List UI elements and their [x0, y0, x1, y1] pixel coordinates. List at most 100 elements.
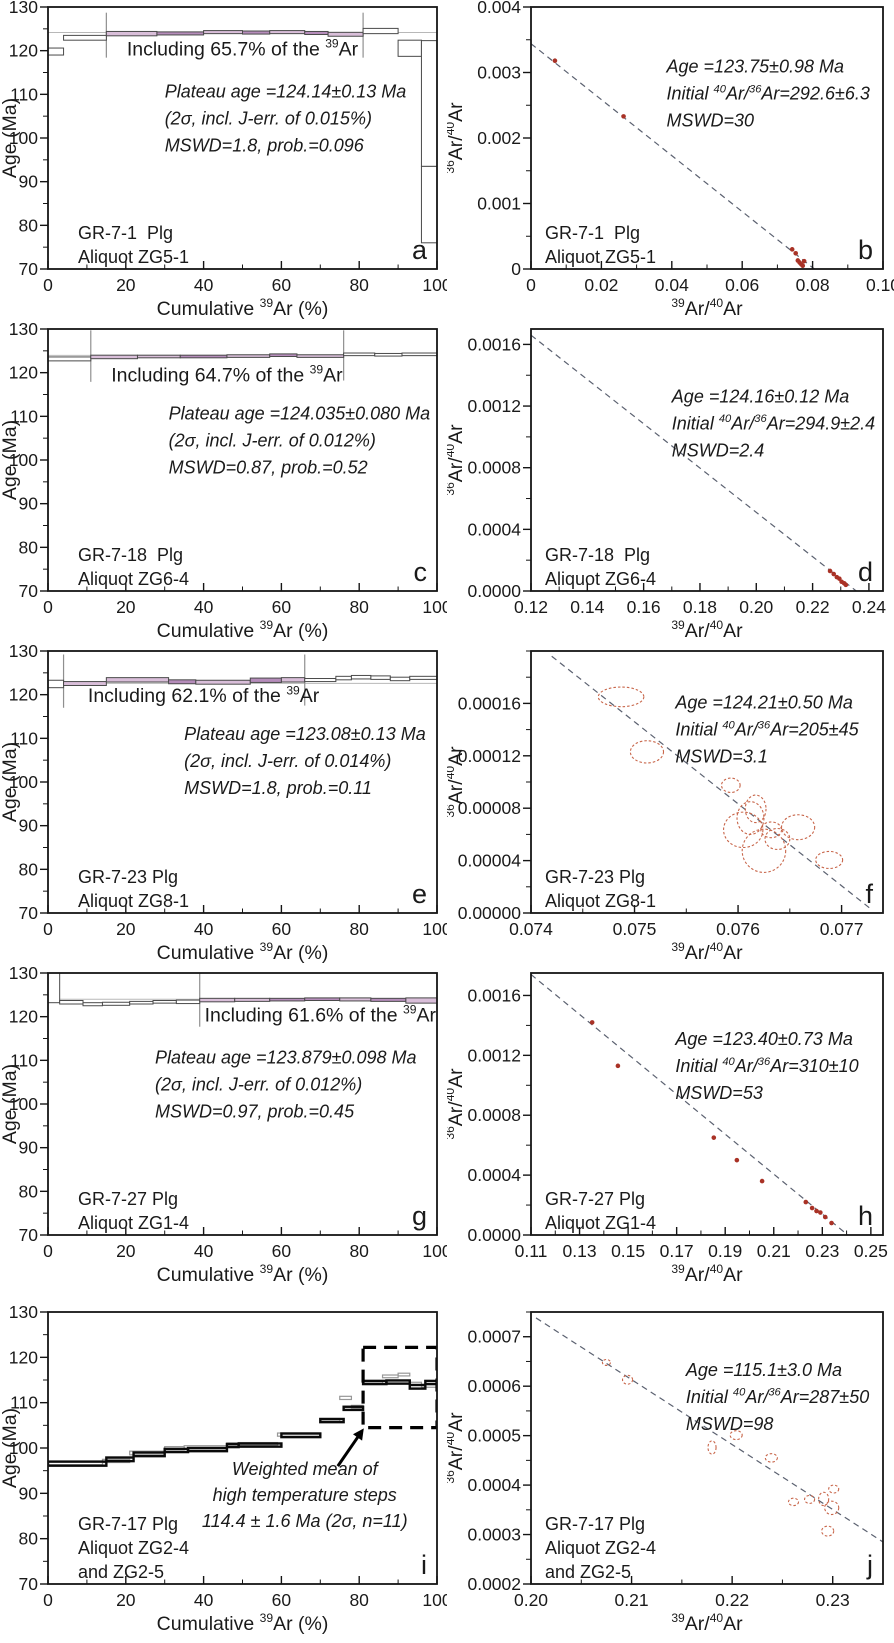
- x-axis-title: 39Ar/40Ar: [671, 1611, 743, 1635]
- y-tick-label: 80: [19, 1529, 39, 1549]
- age-step-box: [350, 674, 372, 680]
- x-tick-label: 20: [116, 275, 136, 295]
- x-tick-label: 40: [194, 919, 214, 939]
- x-tick-label: 0.23: [805, 1241, 839, 1261]
- y-axis-title: Age (Ma): [0, 1408, 21, 1488]
- x-tick-label: 20: [116, 1241, 136, 1261]
- sample-label: GR-7-27 Plg: [78, 1189, 178, 1209]
- isochron-result-text: MSWD=2.4: [672, 440, 765, 460]
- plateau-result-text: (2σ, incl. J-err. of 0.012%): [169, 430, 376, 450]
- axis-ticks: [40, 6, 438, 270]
- x-axis-title: 39Ar/40Ar: [671, 618, 743, 642]
- axis-ticks: [523, 650, 843, 914]
- including-percent-label: Including 64.7% of the 39Ar: [111, 363, 343, 387]
- y-tick-label: 0.0004: [467, 1165, 521, 1185]
- including-percent-label: Including 62.1% of the 39Ar: [88, 683, 320, 707]
- x-tick-label: 80: [349, 1241, 369, 1261]
- age-step-box: [63, 34, 107, 41]
- age-step-box: [203, 30, 244, 35]
- age-step-box-black: [48, 1460, 108, 1467]
- y-tick-label: 0.0002: [467, 1574, 521, 1594]
- y-axis-title: Age (Ma): [0, 742, 21, 822]
- y-tick-label: 100: [9, 128, 38, 148]
- panel-f-svg: 0.074 0.075 0.076 0.077 0.00000 0.00004 0.0000…: [443, 650, 884, 964]
- y-tick-label: 90: [19, 172, 39, 192]
- plot-frame: [530, 1311, 884, 1585]
- isochron-data-point: [843, 582, 849, 588]
- age-step-box: [90, 354, 138, 360]
- y-axis-title: Age (Ma): [0, 98, 21, 178]
- y-tick-label: 70: [19, 581, 39, 601]
- y-tick-label: 120: [9, 41, 38, 61]
- isochron-result-text: Age =115.1±3.0 Ma: [685, 1360, 842, 1380]
- error-ellipse: [764, 827, 791, 851]
- age-step-box-black: [105, 1456, 135, 1463]
- isochron-data-point: [734, 1157, 740, 1163]
- panel-i-svg: 0 20 40 60 80 100 70 80 90 100 110 120 130 Cumulative…: [0, 1302, 452, 1635]
- y-tick-label: 0.00008: [458, 798, 521, 818]
- age-step-box: [370, 997, 407, 1002]
- x-tick-label: 0.06: [725, 275, 759, 295]
- plateau-result-text: Plateau age =124.14±0.13 Ma: [165, 81, 407, 101]
- x-tick-label: 40: [194, 597, 214, 617]
- x-tick-label: 40: [194, 1590, 214, 1610]
- age-step-box: [327, 31, 364, 37]
- x-tick-label: 60: [272, 275, 292, 295]
- age-step-box: [409, 675, 437, 680]
- error-ellipse: [621, 1374, 634, 1385]
- age-step-box-gray: [381, 1374, 399, 1379]
- sample-label: GR-7-23 Plg: [78, 867, 178, 887]
- x-tick-label: 0.076: [716, 919, 760, 939]
- plateau-result-text: MSWD=1.8, prob.=0.096: [165, 135, 365, 155]
- isochron-result-text: Age =124.21±0.50 Ma: [674, 693, 853, 713]
- sample-label: Aliquot ZG2-4: [78, 1538, 189, 1558]
- plateau-result-text: (2σ, incl. J-err. of 0.012%): [155, 1074, 362, 1094]
- panel-g-svg: 0 20 40 60 80 100 70 80 90 100 110 120 130 Cumulative…: [0, 963, 452, 1286]
- y-tick-label: 0.001: [477, 194, 521, 214]
- panel-j-svg: 0.20 0.21 0.22 0.23 0.0002 0.0003 0.0004 0.0005…: [443, 1311, 884, 1635]
- panel-letter: h: [858, 1201, 873, 1231]
- x-tick-label: 80: [349, 597, 369, 617]
- panel-e-data-layer: [48, 654, 437, 708]
- sample-label: GR-7-17 Plg: [545, 1514, 645, 1534]
- error-ellipse: [824, 1500, 840, 1516]
- panel-h-svg: 0.11 0.13 0.15 0.17 0.19 0.21 0.23 0.25 0.0000 0.…: [443, 972, 888, 1286]
- high-temperature-steps-box: [361, 1345, 437, 1430]
- x-tick-label: 60: [272, 1241, 292, 1261]
- x-axis-title: Cumulative 39Ar (%): [157, 1262, 329, 1286]
- y-tick-label: 130: [9, 1302, 38, 1322]
- panel-a-age-spectrum: 0 20 40 60 80 100 70 80 90 100 110 120 130 Cumulative…: [0, 0, 452, 322]
- y-tick-label: 0.00004: [458, 851, 522, 871]
- age-step-box: [242, 30, 271, 35]
- error-ellipse: [744, 794, 767, 824]
- y-tick-label: 0: [511, 259, 521, 279]
- age-step-box: [339, 997, 372, 1002]
- axis-ticks: [523, 1311, 884, 1585]
- isochron-data-point: [759, 1178, 765, 1184]
- y-axis-title: Age (Ma): [0, 1064, 21, 1144]
- age-step-box-black: [319, 1417, 345, 1424]
- isochron-result-text: MSWD=98: [686, 1414, 774, 1434]
- y-tick-label: 0.0016: [467, 985, 521, 1005]
- x-axis-title: Cumulative 39Ar (%): [157, 1611, 329, 1635]
- isochron-data-point: [814, 1208, 819, 1214]
- sample-label: GR-7-27 Plg: [545, 1189, 645, 1209]
- y-tick-label: 0.0012: [467, 1045, 521, 1065]
- panel-e-svg: 0 20 40 60 80 100 70 80 90 100 110 120 130 Cumulative…: [0, 641, 452, 964]
- y-tick-label: 80: [19, 215, 39, 235]
- panel-i-data-layer: [48, 1345, 437, 1467]
- plateau-result-text: MSWD=0.97, prob.=0.45: [155, 1101, 355, 1121]
- age-step-box: [156, 31, 205, 36]
- age-step-box: [63, 681, 107, 686]
- x-tick-label: 60: [272, 919, 292, 939]
- y-tick-label: 130: [9, 644, 38, 661]
- x-tick-label: 0.20: [739, 597, 773, 617]
- y-tick-label: 0.0003: [467, 1525, 521, 1545]
- panel-j-isochron: 0.20 0.21 0.22 0.23 0.0002 0.0003 0.0004 0.0005…: [443, 1288, 894, 1643]
- y-tick-label: 90: [19, 494, 39, 514]
- age-step-box: [179, 354, 228, 359]
- y-tick-label: 70: [19, 1574, 39, 1594]
- age-step-box-gray: [339, 1395, 353, 1401]
- y-tick-label: 0.0004: [467, 519, 521, 539]
- x-tick-label: 0.22: [715, 1590, 749, 1610]
